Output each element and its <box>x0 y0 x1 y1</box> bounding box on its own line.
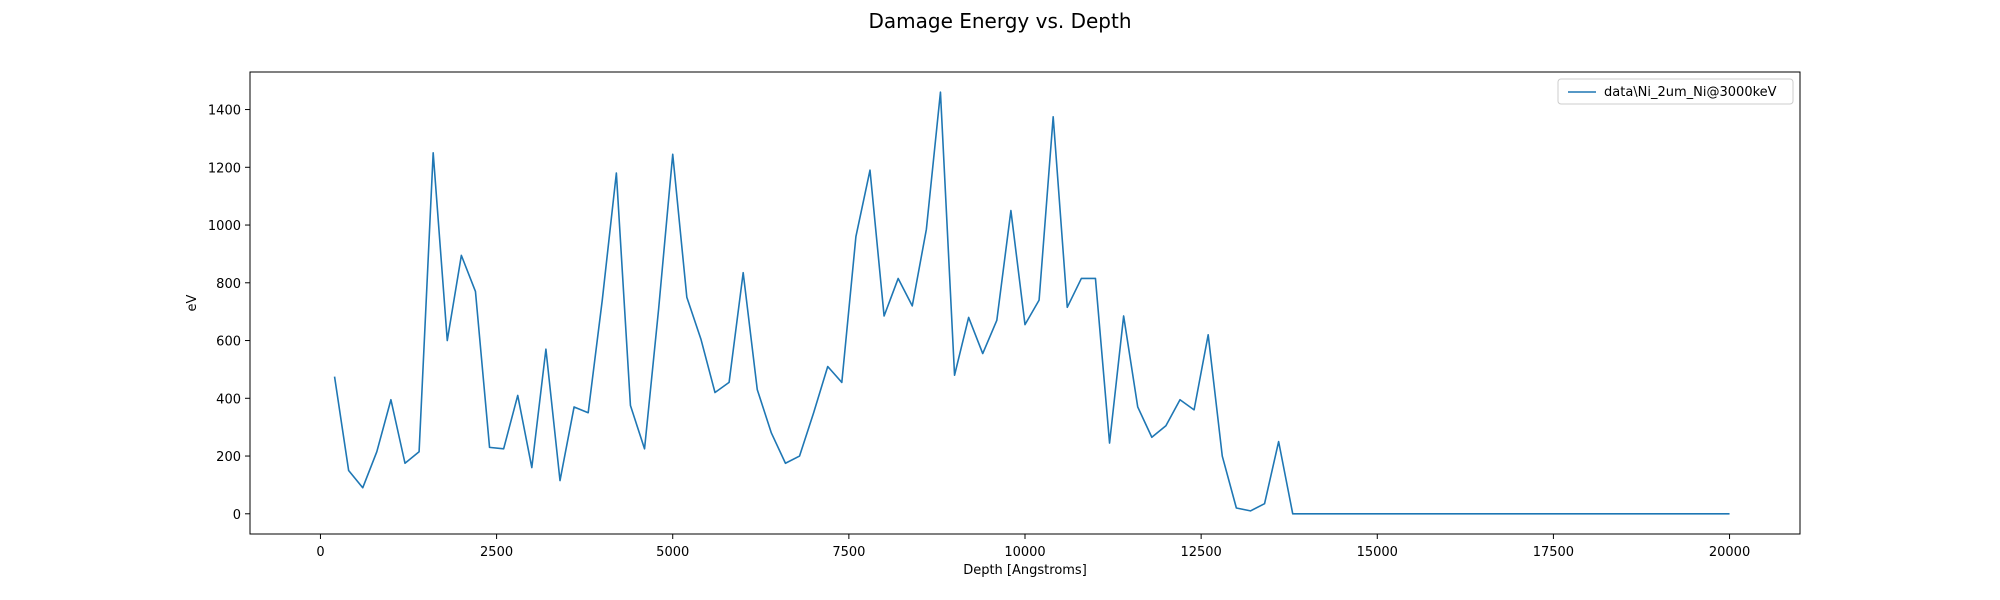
plot-area-frame <box>249 71 1801 535</box>
y-tick-label: 1200 <box>208 161 241 176</box>
x-tick-label: 17500 <box>1533 545 1574 560</box>
y-axis-label: eV <box>185 294 200 311</box>
x-tick-label: 10000 <box>1004 545 1045 560</box>
x-axis-ticks: 0 2500 5000 7500 10000 12500 15000 17500 20000 <box>316 534 1750 560</box>
legend: data\Ni_2um_Ni@3000keV <box>1557 78 1794 105</box>
x-tick-label: 2500 <box>480 545 513 560</box>
y-tick-label: 800 <box>216 277 241 292</box>
x-tick-label: 20000 <box>1709 545 1750 560</box>
y-tick-label: 400 <box>216 392 241 407</box>
y-tick-label: 200 <box>216 450 241 465</box>
y-tick-label: 0 <box>233 508 241 523</box>
x-tick-label: 0 <box>316 545 324 560</box>
y-tick-label: 1400 <box>208 104 241 119</box>
series-line <box>333 91 1730 515</box>
chart-title: Damage Energy vs. Depth <box>868 9 1131 33</box>
y-axis-ticks: 0 200 400 600 800 1000 1200 1400 <box>208 104 250 523</box>
x-tick-label: 15000 <box>1357 545 1398 560</box>
x-tick-label: 12500 <box>1180 545 1221 560</box>
legend-box <box>1557 78 1794 105</box>
x-tick-label: 5000 <box>656 545 689 560</box>
legend-entry: data\Ni_2um_Ni@3000keV <box>1604 85 1777 100</box>
y-tick-label: 600 <box>216 335 241 350</box>
x-axis-label: Depth [Angstroms] <box>963 563 1087 578</box>
x-tick-label: 7500 <box>832 545 865 560</box>
y-tick-label: 1000 <box>208 219 241 234</box>
